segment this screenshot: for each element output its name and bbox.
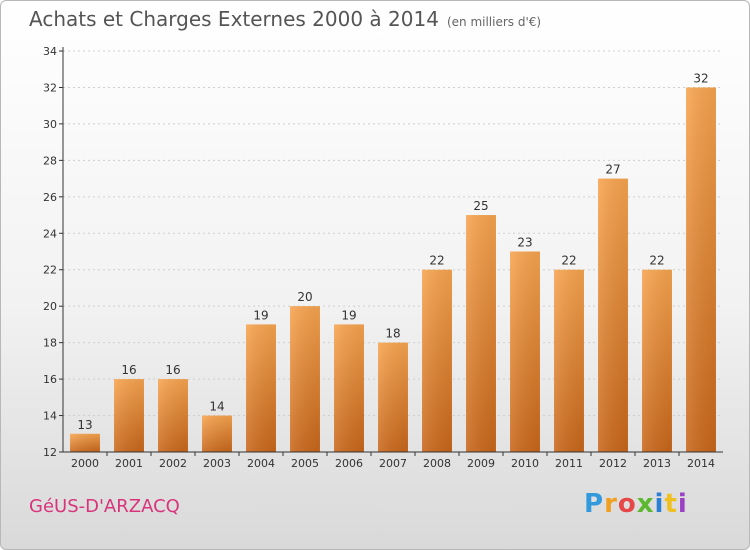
x-tick-label: 2014 bbox=[687, 457, 715, 470]
y-tick-label: 18 bbox=[43, 337, 57, 350]
y-tick-label: 34 bbox=[43, 45, 57, 58]
y-tick-label: 16 bbox=[43, 373, 57, 386]
value-label: 22 bbox=[429, 254, 444, 268]
x-tick-label: 2013 bbox=[643, 457, 671, 470]
y-tick-label: 12 bbox=[43, 446, 57, 459]
bar-shade bbox=[158, 379, 188, 452]
y-tick-label: 26 bbox=[43, 191, 57, 204]
bar-shade bbox=[378, 342, 408, 452]
value-label: 20 bbox=[297, 290, 312, 304]
bar-shade bbox=[70, 433, 100, 452]
y-tick-label: 24 bbox=[43, 227, 57, 240]
bar-shade bbox=[642, 269, 672, 452]
x-tick-label: 2002 bbox=[159, 457, 187, 470]
bar-shade bbox=[334, 324, 364, 452]
value-label: 16 bbox=[165, 363, 180, 377]
logo-letter: r bbox=[604, 489, 618, 519]
chart-title-text: Achats et Charges Externes 2000 à 2014 bbox=[29, 7, 439, 31]
value-label: 14 bbox=[209, 400, 224, 414]
y-tick-label: 28 bbox=[43, 154, 57, 167]
bar-shade bbox=[114, 379, 144, 452]
logo-letter: t bbox=[664, 489, 678, 519]
logo-letter: o bbox=[617, 489, 637, 519]
x-tick-label: 2007 bbox=[379, 457, 407, 470]
x-tick-label: 2009 bbox=[467, 457, 495, 470]
bar-shade bbox=[598, 178, 628, 452]
x-tick-label: 2011 bbox=[555, 457, 583, 470]
logo-letter: i bbox=[654, 489, 665, 519]
value-label: 22 bbox=[561, 254, 576, 268]
labels: 12 14 16 18 20 22 24 26 28 30 32 34 13 2000 16 2001 16 20… bbox=[43, 45, 715, 470]
value-label: 27 bbox=[605, 163, 620, 177]
bar-shade bbox=[510, 251, 540, 452]
bar-shade bbox=[290, 306, 320, 452]
value-label: 22 bbox=[649, 254, 664, 268]
bar-shade bbox=[466, 215, 496, 452]
x-tick-label: 2000 bbox=[71, 457, 99, 470]
bar-shade bbox=[246, 324, 276, 452]
value-label: 19 bbox=[341, 308, 356, 322]
y-tick-label: 20 bbox=[43, 300, 57, 313]
bar-shade bbox=[422, 269, 452, 452]
bar-shade bbox=[554, 269, 584, 452]
y-tick-label: 22 bbox=[43, 264, 57, 277]
value-label: 19 bbox=[253, 308, 268, 322]
x-tick-label: 2004 bbox=[247, 457, 275, 470]
value-label: 18 bbox=[385, 327, 400, 341]
value-label: 25 bbox=[473, 199, 488, 213]
proxiti-logo[interactable]: Proxiti bbox=[584, 489, 688, 519]
x-tick-label: 2003 bbox=[203, 457, 231, 470]
x-tick-label: 2005 bbox=[291, 457, 319, 470]
logo-letter: i bbox=[677, 489, 688, 519]
bar-shade bbox=[686, 87, 716, 453]
commune-name: GéUS-D'ARZACQ bbox=[29, 496, 180, 517]
chart-subtitle: (en milliers d'€) bbox=[446, 15, 542, 29]
logo-letter: x bbox=[636, 489, 655, 519]
value-label: 32 bbox=[693, 71, 708, 85]
bars bbox=[70, 87, 716, 453]
x-tick-label: 2001 bbox=[115, 457, 143, 470]
y-tick-label: 30 bbox=[43, 118, 57, 131]
axes bbox=[59, 47, 723, 456]
chart-title: Achats et Charges Externes 2000 à 2014 (e… bbox=[29, 7, 541, 31]
x-tick-label: 2012 bbox=[599, 457, 627, 470]
value-label: 16 bbox=[121, 363, 136, 377]
bar-shade bbox=[202, 415, 232, 452]
x-tick-label: 2006 bbox=[335, 457, 363, 470]
x-tick-label: 2010 bbox=[511, 457, 539, 470]
y-tick-label: 14 bbox=[43, 410, 57, 423]
logo-letter: P bbox=[584, 489, 605, 519]
y-tick-label: 32 bbox=[43, 81, 57, 94]
value-label: 13 bbox=[77, 418, 92, 432]
x-tick-label: 2008 bbox=[423, 457, 451, 470]
value-label: 23 bbox=[517, 236, 532, 250]
